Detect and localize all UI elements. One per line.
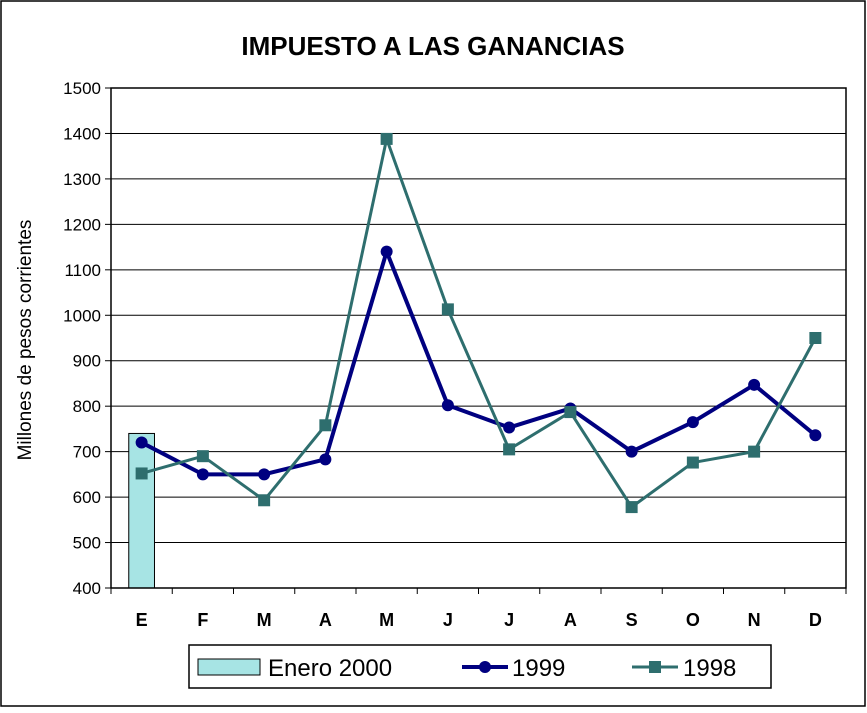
point-1998 bbox=[319, 419, 332, 432]
point-1998 bbox=[380, 132, 393, 145]
y-tick-label: 900 bbox=[73, 352, 101, 371]
point-1999 bbox=[258, 468, 271, 481]
y-tick-label: 700 bbox=[73, 443, 101, 462]
point-1998 bbox=[748, 445, 761, 458]
x-tick-label: M bbox=[257, 610, 272, 630]
point-1999 bbox=[748, 378, 761, 391]
y-tick-label: 1400 bbox=[63, 124, 101, 143]
legend-marker bbox=[649, 661, 661, 673]
point-1998 bbox=[258, 494, 271, 507]
gridlines bbox=[111, 132, 846, 544]
y-tick-label: 500 bbox=[73, 534, 101, 553]
y-tick-label: 1000 bbox=[63, 306, 101, 325]
point-1999 bbox=[809, 429, 822, 442]
legend: Enero 2000 1999 1998 bbox=[188, 644, 772, 689]
chart-title: IMPUESTO A LAS GANANCIAS bbox=[241, 31, 624, 61]
x-tick-label: D bbox=[809, 610, 822, 630]
point-1998 bbox=[135, 467, 148, 480]
y-tick-labels: 400 500 600 700 800 900 1000 1100 1200 1300 1400 15… bbox=[63, 79, 111, 598]
point-1998 bbox=[441, 303, 454, 316]
x-tick-label: N bbox=[748, 610, 761, 630]
x-tick-label: A bbox=[564, 610, 577, 630]
point-1999 bbox=[135, 436, 148, 449]
legend-swatch bbox=[197, 658, 261, 676]
point-1998 bbox=[503, 443, 516, 456]
series-line-1999 bbox=[140, 249, 817, 477]
x-tick-label: O bbox=[686, 610, 700, 630]
x-tick-label: E bbox=[136, 610, 148, 630]
bar-enero-2000 bbox=[128, 432, 155, 589]
point-1998 bbox=[809, 332, 822, 344]
y-tick-label: 1200 bbox=[63, 215, 101, 234]
y-tick-label: 1300 bbox=[63, 170, 101, 189]
point-1999 bbox=[441, 399, 454, 412]
x-tick-label: J bbox=[443, 610, 453, 630]
legend-marker bbox=[479, 661, 491, 673]
x-tick-label: S bbox=[626, 610, 638, 630]
series-line-1998 bbox=[141, 137, 817, 509]
point-1999 bbox=[380, 245, 393, 258]
x-tick-label: F bbox=[197, 610, 208, 630]
point-1998 bbox=[625, 501, 638, 514]
point-1999 bbox=[686, 416, 699, 429]
y-tick-label: 800 bbox=[73, 397, 101, 416]
y-tick-label: 400 bbox=[73, 579, 101, 598]
bars bbox=[128, 432, 155, 589]
point-1999 bbox=[319, 453, 332, 466]
point-1999 bbox=[625, 445, 638, 458]
point-1999 bbox=[196, 468, 209, 481]
x-tick-label: J bbox=[504, 610, 514, 630]
legend-label: 1998 bbox=[683, 655, 736, 682]
point-1998 bbox=[686, 456, 699, 469]
point-1998 bbox=[564, 406, 577, 419]
point-1998 bbox=[196, 450, 209, 463]
y-tick-label: 1500 bbox=[63, 79, 101, 98]
x-tick-label: M bbox=[379, 610, 394, 630]
y-tick-label: 600 bbox=[73, 488, 101, 507]
y-tick-label: 1100 bbox=[64, 261, 101, 280]
x-tick-label: A bbox=[319, 610, 332, 630]
series-lines bbox=[135, 132, 822, 514]
legend-label: 1999 bbox=[512, 655, 565, 682]
y-axis-label: Millones de pesos corrientes bbox=[15, 220, 36, 461]
legend-label: Enero 2000 bbox=[268, 655, 392, 682]
point-1999 bbox=[503, 421, 516, 434]
